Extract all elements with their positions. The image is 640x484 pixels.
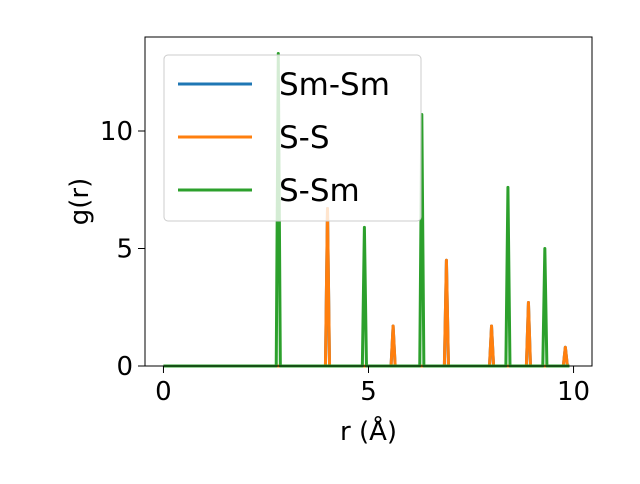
series-line-s-sm xyxy=(163,51,570,368)
legend-label: S-Sm xyxy=(279,173,360,209)
legend: Sm-Sm S-S S-Sm xyxy=(163,54,422,222)
legend-label: S-S xyxy=(279,120,330,156)
y-tick-label: 10 xyxy=(100,117,133,147)
legend-label: Sm-Sm xyxy=(279,67,390,103)
x-tick-label: 10 xyxy=(557,377,590,407)
y-tick-label: 0 xyxy=(116,352,133,382)
x-axis-label: r (Å) xyxy=(340,415,397,447)
x-tick-label: 5 xyxy=(360,377,377,407)
y-tick-label: 5 xyxy=(116,235,133,265)
x-tick-label: 0 xyxy=(155,377,172,407)
y-axis-label: g(r) xyxy=(65,178,95,225)
y-axis-ticks: 0 5 10 xyxy=(100,117,145,382)
x-axis-ticks: 0 5 10 xyxy=(155,366,590,407)
legend-box xyxy=(163,54,422,222)
